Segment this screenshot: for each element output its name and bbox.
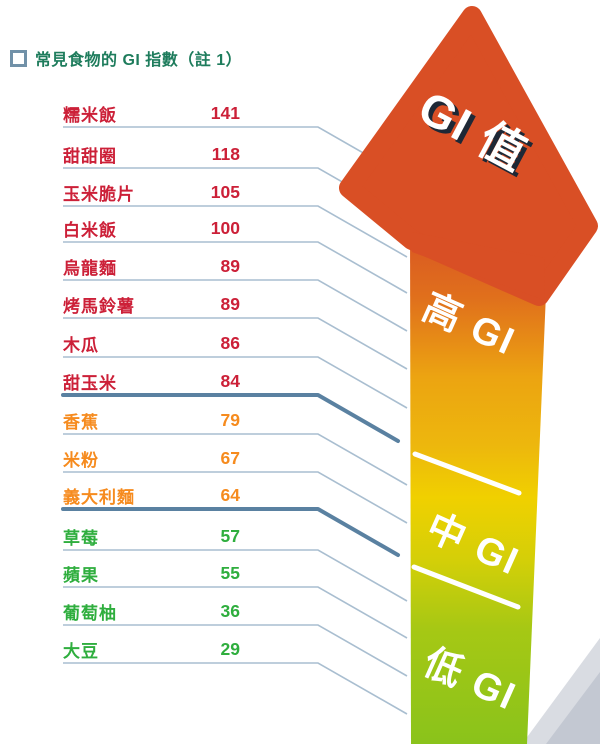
food-row: 甜玉米 84 [63,369,240,393]
food-name: 香蕉 [63,412,99,432]
leader-line [63,662,408,715]
food-name: 木瓜 [63,335,99,355]
zone-separator-mid-low [411,564,521,610]
food-row: 米粉 67 [63,446,240,470]
food-value: 57 [220,525,240,546]
food-name: 草莓 [63,528,99,548]
food-row: 蘋果 55 [63,561,240,585]
leader-line [63,279,408,332]
leader-lines-group [61,126,408,715]
square-bullet-icon [10,49,27,67]
food-row: 木瓜 86 [63,331,240,355]
food-value: 141 [210,102,240,123]
zone-divider-line [61,507,400,557]
food-name: 甜玉米 [63,373,117,393]
food-value: 67 [220,447,240,468]
leader-line [63,549,408,602]
food-name: 葡萄柚 [63,603,117,623]
food-value: 55 [220,562,240,583]
zone-separator-high-mid [412,451,522,496]
food-value: 64 [220,484,240,505]
food-name: 白米飯 [63,220,117,240]
food-row: 義大利麵 64 [63,483,240,507]
leader-line [63,241,408,294]
food-value: 89 [220,255,240,276]
food-name: 烏龍麵 [63,258,117,278]
food-row: 烏龍麵 89 [63,254,240,278]
food-row: 糯米飯 141 [63,101,240,125]
food-value: 105 [210,181,240,202]
food-row: 葡萄柚 36 [63,599,240,623]
food-value: 100 [210,217,240,238]
arrow-head-base [412,232,545,300]
food-row: 甜甜圈 118 [63,142,240,166]
food-name: 義大利麵 [63,487,135,507]
food-name: 蘋果 [63,565,99,585]
food-name: 米粉 [63,450,99,470]
leader-line [63,471,408,524]
food-value: 86 [220,332,240,353]
food-name: 玉米脆片 [63,184,135,204]
food-name: 烤馬鈴薯 [63,296,135,316]
food-value: 89 [220,293,240,314]
leader-line [63,205,408,258]
food-row: 玉米脆片 105 [63,180,240,204]
food-name: 甜甜圈 [63,146,117,166]
food-name: 糯米飯 [63,105,117,125]
arrow-shaft [410,222,549,744]
page-title-bar: 常見食物的 GI 指數（註 1） [10,46,242,70]
food-value: 36 [220,600,240,621]
food-value: 118 [211,143,240,164]
leader-line [63,317,408,370]
corner-gray-wedge-dark [546,672,600,744]
page-title: 常見食物的 GI 指數（註 1） [35,52,243,69]
food-value: 29 [220,638,240,659]
leader-line [63,433,408,486]
zone-divider-line [61,393,400,443]
food-row: 草莓 57 [63,524,240,548]
leader-line [63,624,408,677]
leader-line [63,356,408,409]
food-row: 大豆 29 [63,637,240,661]
food-name: 大豆 [63,641,99,661]
food-row: 香蕉 79 [63,408,240,432]
food-value: 84 [220,370,240,391]
food-row: 白米飯 100 [63,216,240,240]
food-row: 烤馬鈴薯 89 [63,292,240,316]
leader-line [63,586,408,639]
food-value: 79 [220,409,240,430]
